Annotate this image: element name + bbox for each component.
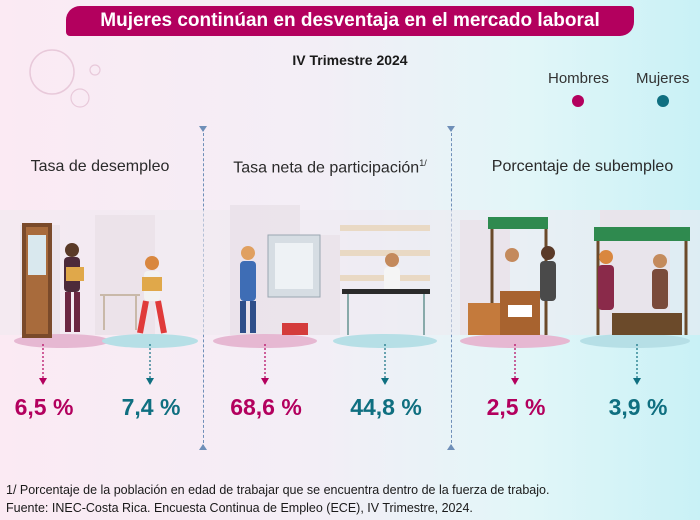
legend-women: Mujeres: [636, 70, 689, 107]
legend-men: Hombres: [548, 70, 609, 107]
chart-subtitle: IV Trimestre 2024: [292, 52, 408, 68]
indicator-label-unemployment: Tasa de desempleo: [10, 158, 190, 176]
indicator-label-participation: Tasa neta de participación1/: [215, 158, 445, 177]
footnote-marker: 1/: [419, 158, 427, 168]
market-stall-women-illustration: [594, 227, 690, 335]
value-unemployment-women: 7,4 %: [121, 394, 181, 420]
ground-women-2: [333, 334, 437, 348]
electrician-illustration: [240, 246, 256, 333]
ground-women-1: [102, 334, 198, 348]
value-pointers: [39, 344, 641, 385]
value-participation-women: 44,8 %: [350, 394, 422, 420]
source-note: Fuente: INEC-Costa Rica. Encuesta Contin…: [6, 501, 473, 515]
legend-men-dot: [572, 95, 585, 107]
legend-women-dot: [656, 95, 669, 107]
ground-men-3: [460, 334, 570, 348]
door-illustration: [22, 223, 52, 338]
indicator-label-underemployment: Porcentaje de subempleo: [470, 158, 695, 176]
illustration-scene: [0, 205, 700, 348]
bakery-counter-illustration: [342, 289, 430, 335]
market-stall-men-illustration: [468, 217, 556, 335]
ground-men-2: [213, 334, 317, 348]
baker-illustration: [384, 253, 400, 292]
value-participation-men: 68,6 %: [230, 394, 302, 420]
decorative-bubbles: [29, 49, 101, 108]
man-with-box-illustration: [64, 243, 84, 332]
legend-women-label: Mujeres: [636, 70, 690, 87]
footnote: 1/ Porcentaje de la población en edad de…: [6, 483, 550, 497]
chart-title: Mujeres continúan en desventaja en el me…: [66, 6, 634, 36]
table-illustration: [100, 294, 140, 330]
legend-men-label: Hombres: [548, 70, 609, 87]
ground-women-3: [580, 334, 690, 348]
indicator-label-text: Tasa de desempleo: [30, 158, 170, 175]
value-underemployment-men: 2,5 %: [486, 394, 546, 420]
electrical-panel-illustration: [267, 234, 321, 298]
value-underemployment-women: 3,9 %: [608, 394, 668, 420]
indicator-label-text: Porcentaje de subempleo: [491, 158, 674, 175]
value-unemployment-men: 6,5 %: [14, 394, 74, 420]
woman-with-box-illustration: [137, 256, 167, 334]
toolbox-illustration: [282, 323, 308, 335]
indicator-label-text: Tasa neta de participación: [233, 159, 420, 177]
